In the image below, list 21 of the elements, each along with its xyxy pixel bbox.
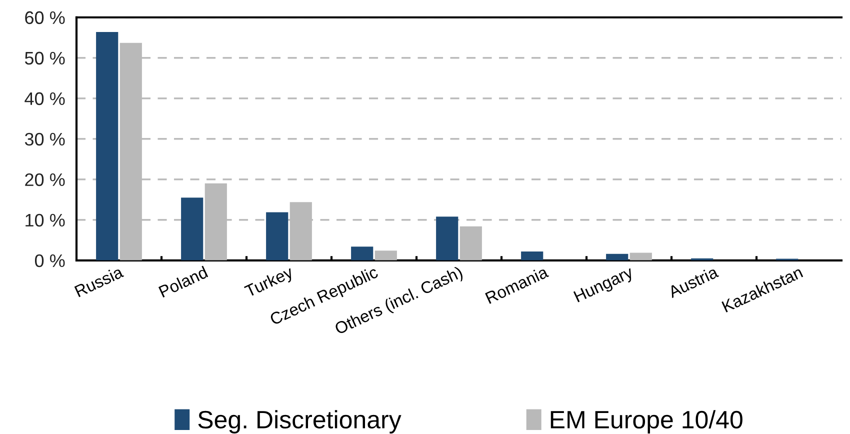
- bar: [521, 251, 544, 260]
- bar: [606, 254, 628, 260]
- y-tick-label: 0 %: [34, 254, 65, 268]
- bar: [630, 252, 652, 260]
- bar: [436, 216, 458, 260]
- bar: [181, 198, 204, 260]
- bar: [266, 212, 288, 260]
- bar: [460, 226, 482, 260]
- y-tick-label: 20 %: [25, 173, 65, 186]
- legend-label: Seg. Discretionary: [198, 410, 402, 434]
- legend-label: EM Europe 10/40: [550, 410, 742, 434]
- x-tick-label: Russia: [74, 265, 124, 298]
- x-tick-label: Turkey: [244, 265, 296, 300]
- y-tick-label: 30 %: [24, 132, 65, 146]
- y-tick-label: 10 %: [26, 214, 65, 227]
- y-tick-label: 50 %: [24, 52, 65, 65]
- bar: [96, 32, 118, 260]
- y-tick-label: 40 %: [24, 92, 65, 106]
- y-tick-label: 60 %: [25, 11, 65, 24]
- bar: [374, 250, 397, 260]
- bar: [351, 246, 374, 260]
